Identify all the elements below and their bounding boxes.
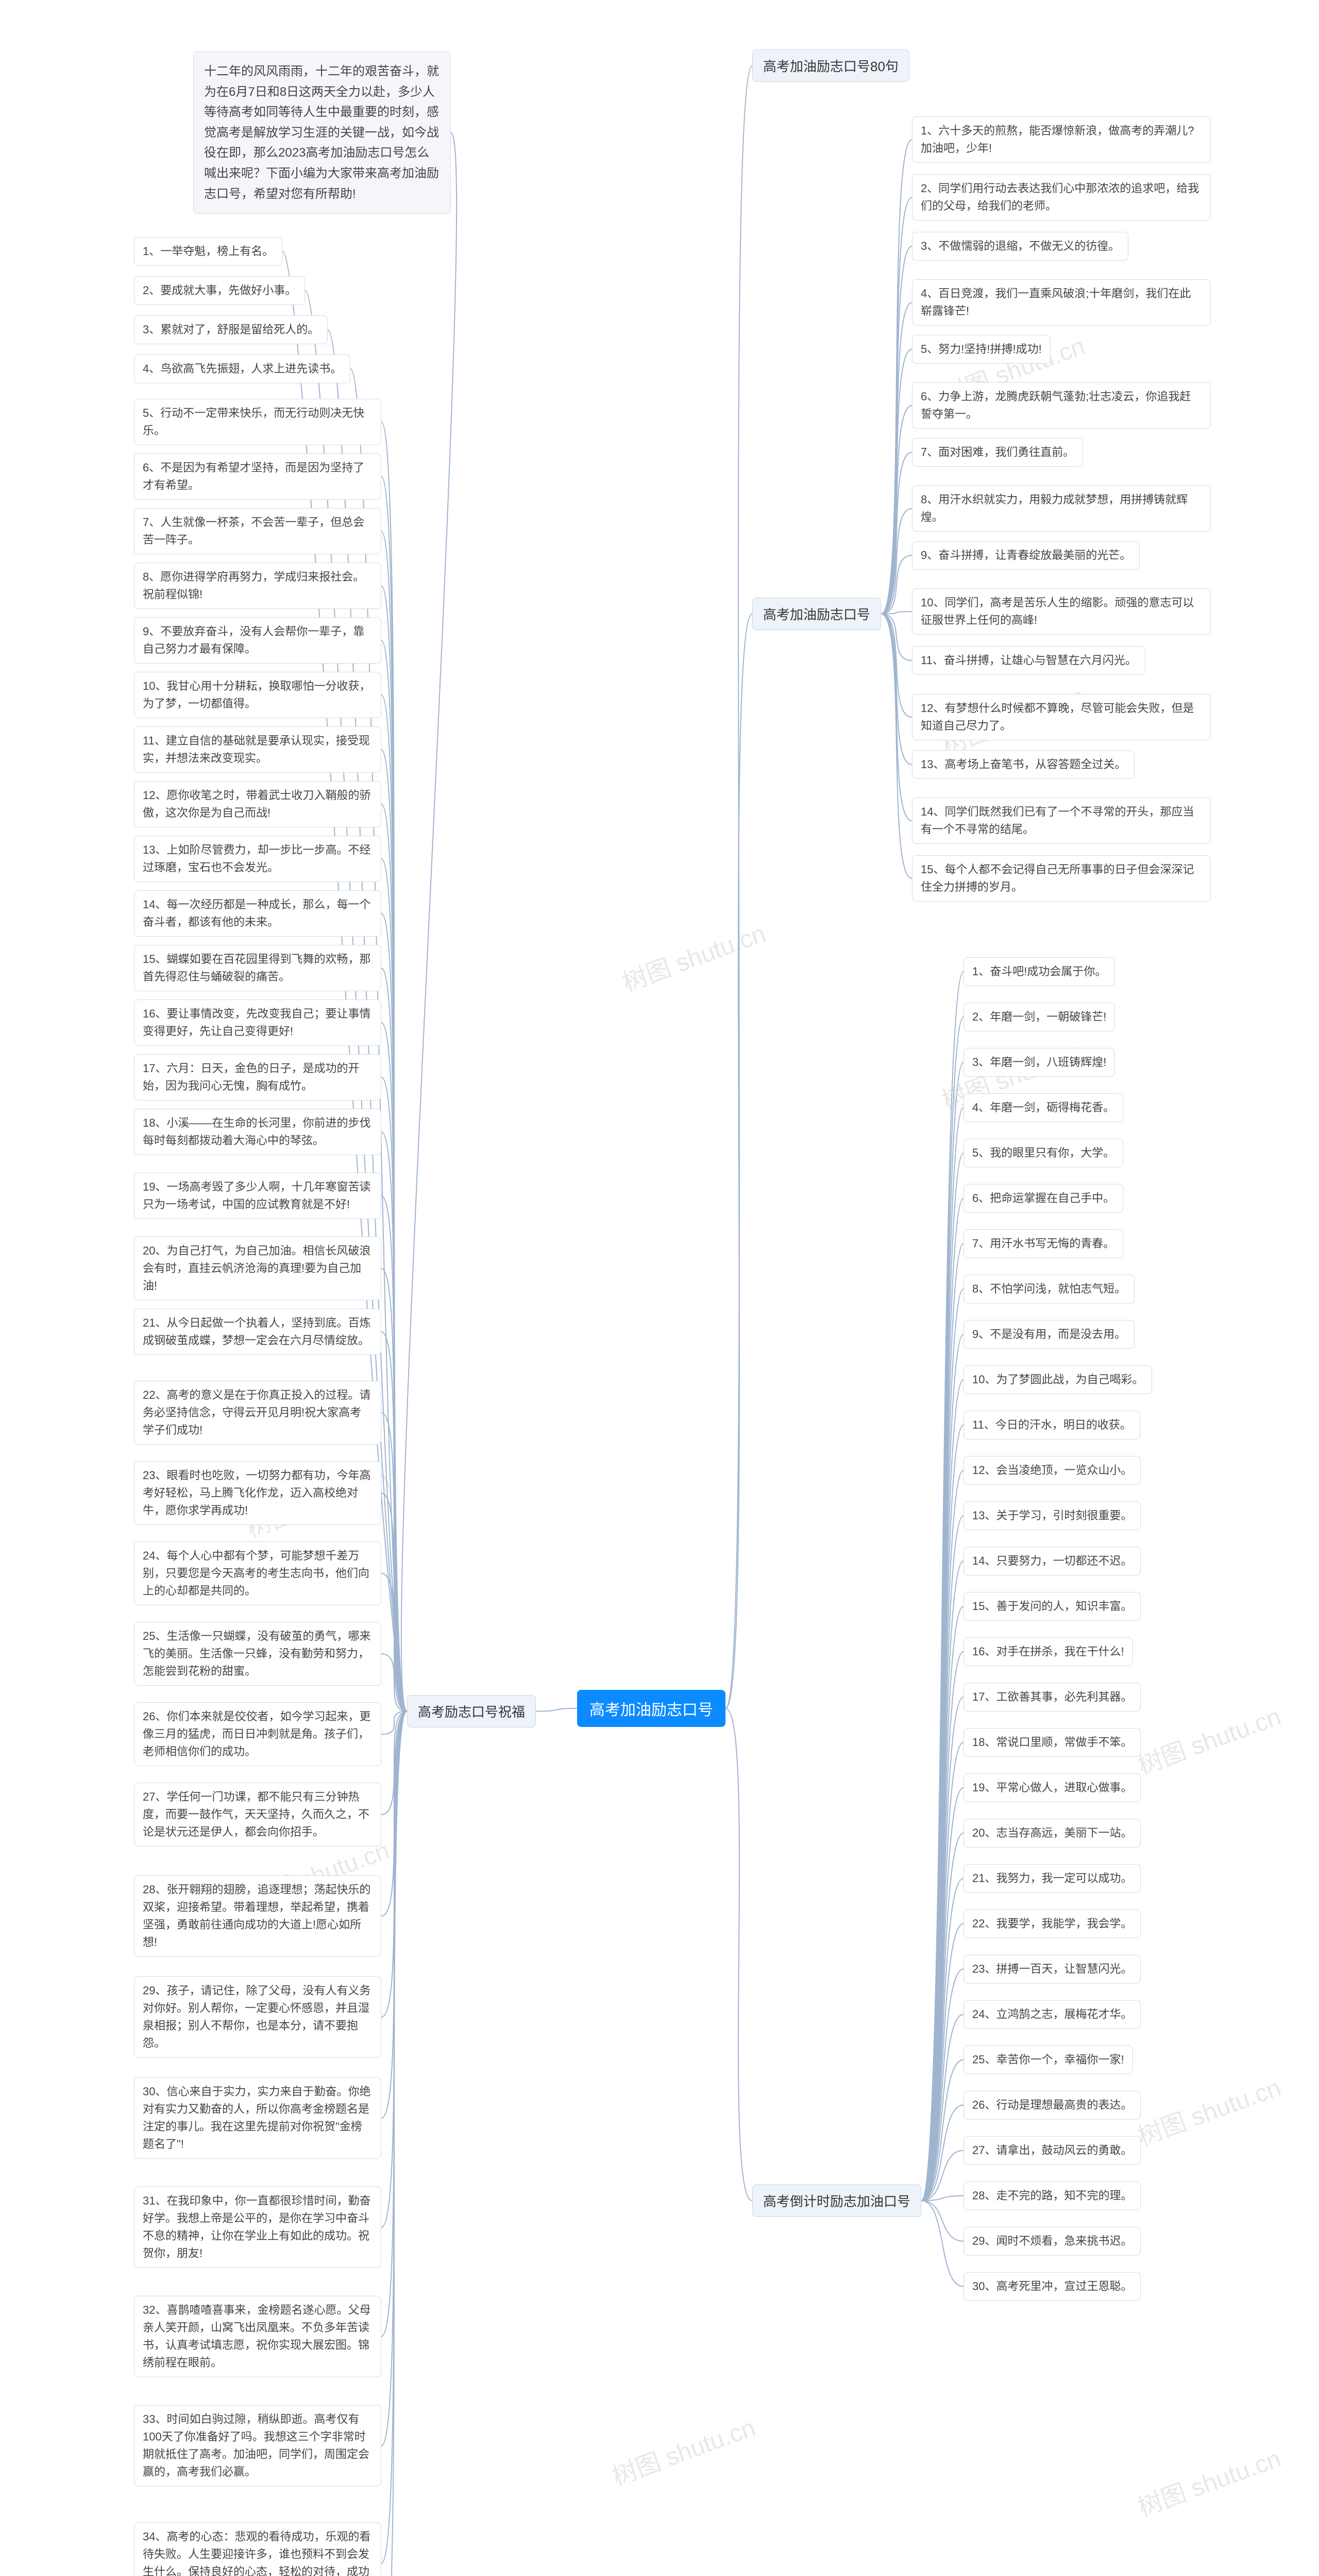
leaf-node: 8、愿你进得学府再努力，学成归来报社会。祝前程似锦! xyxy=(134,563,381,609)
leaf-node: 7、用汗水书写无悔的青春。 xyxy=(963,1229,1123,1258)
leaf-node: 12、有梦想什么时候都不算晚，尽管可能会失败，但是知道自己尽力了。 xyxy=(912,694,1211,740)
leaf-node: 31、在我印象中，你一直都很珍惜时间，勤奋好学。我想上帝是公平的，是你在学习中奋… xyxy=(134,2187,381,2268)
leaf-node: 5、努力!坚持!拼搏!成功! xyxy=(912,335,1051,364)
intro-text: 十二年的风风雨雨，十二年的艰苦奋斗，就为在6月7日和8日这两天全力以赴，多少人等… xyxy=(204,64,439,201)
leaf-node: 22、高考的意义是在于你真正投入的过程。请务必坚持信念，守得云开见月明!祝大家高… xyxy=(134,1381,381,1445)
leaf-node: 5、行动不一定带来快乐，而无行动则决无快乐。 xyxy=(134,399,381,445)
leaf-node: 7、人生就像一杯茶，不会苦一辈子，但总会苦一阵子。 xyxy=(134,508,381,554)
leaf-node: 19、平常心做人，进取心做事。 xyxy=(963,1773,1141,1802)
leaf-node: 24、立鸿鹄之志，展梅花才华。 xyxy=(963,2000,1141,2029)
leaf-node: 29、闻时不烦看，急来挑书迟。 xyxy=(963,2227,1141,2256)
leaf-node: 3、年磨一剑，八班铸辉煌! xyxy=(963,1048,1115,1077)
leaf-node: 3、不做懦弱的退缩，不做无义的彷徨。 xyxy=(912,232,1128,261)
leaf-node: 1、奋斗吧!成功会属于你。 xyxy=(963,957,1115,986)
leaf-node: 2、同学们用行动去表达我们心中那浓浓的追求吧，给我们的父母，给我们的老师。 xyxy=(912,174,1211,221)
category-node: 高考加油励志口号 xyxy=(752,598,881,630)
leaf-node: 18、常说口里顺，常做手不笨。 xyxy=(963,1728,1141,1757)
leaf-node: 10、为了梦圆此战，为自己喝彩。 xyxy=(963,1365,1152,1394)
leaf-node: 23、拼搏一百天，让智慧闪光。 xyxy=(963,1955,1141,1984)
leaf-node: 22、我要学，我能学，我会学。 xyxy=(963,1909,1141,1938)
leaf-node: 9、不是没有用，而是没去用。 xyxy=(963,1320,1135,1349)
leaf-node: 16、对手在拼杀，我在干什么! xyxy=(963,1637,1133,1666)
leaf-node: 10、同学们，高考是苦乐人生的缩影。顽强的意志可以征服世界上任何的高峰! xyxy=(912,588,1211,635)
leaf-node: 12、愿你收笔之时，带着武士收刀入鞘般的骄傲，这次你是为自己而战! xyxy=(134,781,381,827)
leaf-node: 10、我甘心用十分耕耘，换取哪怕一分收获，为了梦，一切都值得。 xyxy=(134,672,381,718)
leaf-node: 15、善于发问的人，知识丰富。 xyxy=(963,1592,1141,1621)
leaf-node: 11、建立自信的基础就是要承认现实，接受现实，并想法来改变现实。 xyxy=(134,726,381,773)
leaf-node: 13、上如阶尽管费力，却一步比一步高。不经过琢磨，宝石也不会发光。 xyxy=(134,836,381,882)
watermark: 树图 shutu.cn xyxy=(1132,2438,1285,2523)
leaf-node: 6、不是因为有希望才坚持，而是因为坚持了才有希望。 xyxy=(134,453,381,500)
leaf-node: 7、面对困难，我们勇往直前。 xyxy=(912,438,1083,467)
leaf-node: 8、用汗水织就实力，用毅力成就梦想，用拼搏铸就辉煌。 xyxy=(912,485,1211,532)
leaf-node: 21、我努力，我一定可以成功。 xyxy=(963,1864,1141,1893)
leaf-node: 34、高考的心态：悲观的看待成功，乐观的看待失败。人生要迎接许多，谁也预料不到会… xyxy=(134,2522,381,2576)
leaf-node: 2、年磨一剑，一朝破锋芒! xyxy=(963,1003,1115,1031)
leaf-node: 9、不要放弃奋斗，没有人会帮你一辈子，靠自己努力才最有保障。 xyxy=(134,617,381,664)
watermark: 树图 shutu.cn xyxy=(1132,1696,1285,1781)
leaf-node: 21、从今日起做一个执着人，坚持到底。百炼成钢破茧成蝶，梦想一定会在六月尽情绽放… xyxy=(134,1309,381,1355)
leaf-node: 4、百日竞渡，我们一直乘风破浪;十年磨剑，我们在此崭露锋芒! xyxy=(912,279,1211,326)
leaf-node: 30、高考死里冲，宣过王恩聪。 xyxy=(963,2272,1141,2301)
leaf-node: 4、年磨一剑，砺得梅花香。 xyxy=(963,1093,1123,1122)
leaf-node: 26、行动是理想最高贵的表达。 xyxy=(963,2091,1141,2120)
watermark: 树图 shutu.cn xyxy=(617,913,770,998)
leaf-node: 20、为自己打气，为自己加油。相信长风破浪会有时，直挂云帆济沧海的真理!要为自己… xyxy=(134,1236,381,1300)
leaf-node: 17、六月：日天，金色的日子，是成功的开始，因为我问心无愧，胸有成竹。 xyxy=(134,1054,381,1100)
category-node: 高考加油励志口号80句 xyxy=(752,49,909,82)
leaf-node: 23、眼看时也吃败，一切努力都有功，今年高考好轻松，马上腾飞化作龙，迈入高校绝对… xyxy=(134,1461,381,1525)
watermark: 树图 shutu.cn xyxy=(606,2407,759,2492)
leaf-node: 33、时间如白驹过隙，稍纵即逝。高考仅有100天了你准备好了吗。我想这三个字非常… xyxy=(134,2405,381,2486)
leaf-node: 3、累就对了，舒服是留给死人的。 xyxy=(134,315,328,344)
leaf-node: 2、要成就大事，先做好小事。 xyxy=(134,276,305,305)
leaf-node: 25、生活像一只蝴蝶，没有破茧的勇气，哪来飞的美丽。生活像一只蜂，没有勤劳和努力… xyxy=(134,1622,381,1686)
leaf-node: 16、要让事情改变，先改变我自己；要让事情变得更好，先让自己变得更好! xyxy=(134,999,381,1046)
leaf-node: 6、力争上游，龙腾虎跃朝气蓬勃;壮志凌云，你追我赶誓夺第一。 xyxy=(912,382,1211,429)
leaf-node: 32、喜鹊喳喳喜事来，金榜题名遂心愿。父母亲人笑开颜，山窝飞出凤凰来。不负多年苦… xyxy=(134,2296,381,2377)
leaf-node: 13、关于学习，引时刻很重要。 xyxy=(963,1501,1141,1530)
leaf-node: 28、走不完的路，知不完的理。 xyxy=(963,2181,1141,2210)
category-node: 高考倒计时励志加油口号 xyxy=(752,2184,921,2217)
leaf-node: 29、孩子，请记住，除了父母，没有人有义务对你好。别人帮你，一定要心怀感恩，并且… xyxy=(134,1976,381,2058)
leaf-node: 1、六十多天的煎熬，能否爆惊新浪，做高考的弄潮儿?加油吧，少年! xyxy=(912,116,1211,163)
leaf-node: 4、鸟欲高飞先振翅，人求上进先读书。 xyxy=(134,354,350,383)
leaf-node: 5、我的眼里只有你，大学。 xyxy=(963,1139,1123,1167)
leaf-node: 15、每个人都不会记得自己无所事事的日子但会深深记住全力拼搏的岁月。 xyxy=(912,855,1211,902)
leaf-node: 24、每个人心中都有个梦，可能梦想千差万别，只要您是今天高考的考生志向书，他们向… xyxy=(134,1541,381,1605)
leaf-node: 12、会当凌绝顶，一览众山小。 xyxy=(963,1456,1141,1485)
leaf-node: 14、同学们既然我们已有了一个不寻常的开头，那应当有一个不寻常的结尾。 xyxy=(912,798,1211,844)
leaf-node: 11、今日的汗水，明日的收获。 xyxy=(963,1411,1140,1439)
leaf-node: 27、学任何一门功课，都不能只有三分钟热度，而要一鼓作气，天天坚持，久而久之，不… xyxy=(134,1783,381,1846)
leaf-node: 13、高考场上奋笔书，从容答题全过关。 xyxy=(912,750,1135,779)
center-label: 高考加油励志口号 xyxy=(589,1702,713,1719)
leaf-node: 28、张开翱翔的翅膀，追逐理想；荡起快乐的双桨，迎接希望。带着理想，举起希望，携… xyxy=(134,1875,381,1957)
leaf-node: 18、小溪——在生命的长河里，你前进的步伐每时每刻都拨动着大海心中的琴弦。 xyxy=(134,1109,381,1155)
leaf-node: 8、不怕学问浅，就怕志气短。 xyxy=(963,1275,1135,1303)
leaf-node: 15、蝴蝶如要在百花园里得到飞舞的欢畅，那首先得忍住与蛹破裂的痛苦。 xyxy=(134,945,381,991)
leaf-node: 19、一场高考毁了多少人啊，十几年寒窗苦读只为一场考试，中国的应试教育就是不好! xyxy=(134,1173,381,1219)
leaf-node: 17、工欲善其事，必先利其器。 xyxy=(963,1683,1141,1711)
leaf-node: 9、奋斗拼搏，让青春绽放最美丽的光芒。 xyxy=(912,541,1140,570)
leaf-node: 27、请拿出，鼓动风云的勇敢。 xyxy=(963,2136,1141,2165)
category-node: 高考励志口号祝福 xyxy=(407,1695,536,1727)
leaf-node: 1、一举夺魁，榜上有名。 xyxy=(134,237,282,266)
watermark: 树图 shutu.cn xyxy=(1132,2067,1285,2152)
intro-box: 十二年的风风雨雨，十二年的艰苦奋斗，就为在6月7日和8日这两天全力以赴，多少人等… xyxy=(193,52,451,214)
leaf-node: 11、奋斗拼搏，让雄心与智慧在六月闪光。 xyxy=(912,646,1145,675)
leaf-node: 25、幸苦你一个，幸福你一家! xyxy=(963,2045,1133,2074)
leaf-node: 6、把命运掌握在自己手中。 xyxy=(963,1184,1123,1213)
leaf-node: 20、志当存高远，美丽下一站。 xyxy=(963,1819,1141,1848)
leaf-node: 30、信心来自于实力，实力来自于勤奋。你绝对有实力又勤奋的人，所以你高考金榜题名… xyxy=(134,2077,381,2159)
leaf-node: 14、只要努力，一切都还不迟。 xyxy=(963,1547,1141,1575)
center-node: 高考加油励志口号 xyxy=(577,1690,725,1727)
leaf-node: 26、你们本来就是佼佼者，如今学习起来，更像三月的猛虎，而日日冲刺就是角。孩子们… xyxy=(134,1702,381,1766)
leaf-node: 14、每一次经历都是一种成长，那么，每一个奋斗者，都该有他的未来。 xyxy=(134,890,381,937)
